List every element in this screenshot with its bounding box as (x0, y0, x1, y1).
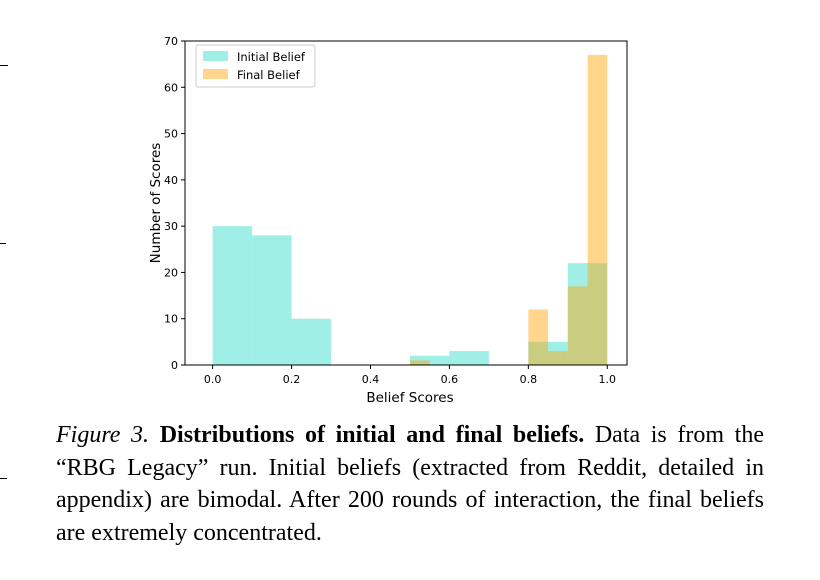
y-tick-label: 10 (164, 313, 178, 326)
margin-mark (0, 478, 7, 479)
y-axis-title: Number of Scores (148, 143, 164, 264)
legend-swatch-final (203, 69, 228, 79)
x-tick-label: 0.6 (441, 373, 459, 386)
legend-label-initial: Initial Belief (237, 50, 306, 64)
x-axis-title: Belief Scores (366, 390, 453, 406)
figure-caption: Figure 3. Distributions of initial and f… (56, 419, 764, 549)
y-tick-label: 0 (171, 359, 178, 372)
bar-final-belief-0 (409, 360, 430, 365)
figure-caption-text: Data is from the “RBG Legacy” run. Initi… (56, 422, 764, 546)
x-tick-label: 0.8 (520, 373, 538, 386)
y-tick-label: 70 (164, 35, 178, 48)
figure-label: Figure 3. (56, 422, 150, 448)
x-tick-label: 1.0 (599, 373, 617, 386)
legend: Initial Belief Final Belief (195, 44, 316, 88)
legend-label-final: Final Belief (237, 68, 301, 82)
margin-mark (0, 243, 6, 244)
bar-final-belief-2 (548, 351, 568, 365)
y-tick-label: 60 (164, 81, 178, 94)
y-tick-label: 50 (164, 128, 178, 141)
y-tick-label: 20 (164, 266, 178, 279)
y-axis: 0 10 20 30 40 50 60 70 (164, 35, 185, 372)
bar-initial-belief-1 (252, 235, 292, 365)
bar-initial-belief-6 (548, 341, 568, 365)
margin-mark (0, 65, 8, 66)
x-tick-label: 0.0 (204, 373, 222, 386)
bars-layer (212, 54, 608, 365)
plot-frame (184, 40, 628, 366)
bar-initial-belief-0 (212, 226, 253, 365)
bar-initial-belief-8 (587, 263, 608, 365)
histogram-chart: 0.0 0.2 0.4 0.6 0.8 1.0 0 10 20 30 40 50 60 70 Belie… (148, 35, 628, 406)
figure-title: Distributions of initial and final belie… (159, 422, 585, 448)
x-tick-label: 0.4 (362, 373, 380, 386)
bar-initial-belief-3 (409, 355, 450, 365)
bar-final-belief-3 (567, 286, 588, 365)
bar-initial-belief-2 (291, 318, 332, 365)
y-tick-label: 30 (164, 220, 178, 233)
y-tick-label: 40 (164, 174, 178, 187)
bar-initial-belief-4 (449, 351, 489, 365)
bar-initial-belief-7 (567, 263, 588, 365)
bar-initial-belief-5 (528, 341, 549, 365)
bar-final-belief-4 (587, 54, 608, 365)
x-axis: 0.0 0.2 0.4 0.6 0.8 1.0 (204, 365, 616, 386)
bar-final-belief-1 (528, 309, 549, 365)
x-tick-label: 0.2 (283, 373, 301, 386)
legend-swatch-initial (203, 51, 228, 61)
